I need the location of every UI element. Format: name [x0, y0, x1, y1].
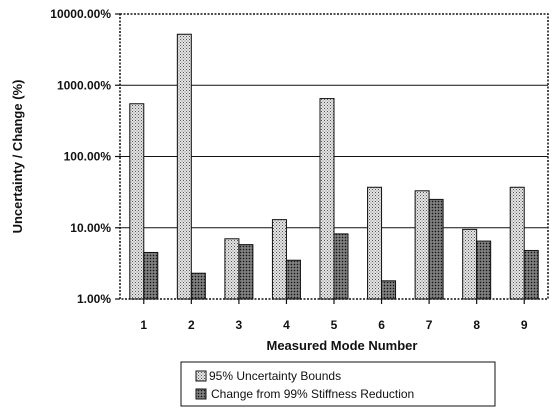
x-tick-label: 6: [378, 318, 385, 332]
bar: [271, 219, 287, 300]
legend-label-uncertainty: 95% Uncertainty Bounds: [209, 369, 341, 383]
bar: [367, 186, 383, 300]
bar: [224, 238, 240, 300]
y-tick-label: 10000.00%: [50, 7, 111, 21]
bar: [319, 98, 335, 300]
x-tick-label: 4: [283, 318, 290, 332]
x-tick-label: 1: [140, 318, 147, 332]
legend-frame: [180, 361, 496, 407]
bar: [509, 186, 525, 300]
x-tick-label: 9: [521, 318, 528, 332]
x-tick-label: 2: [188, 318, 195, 332]
legend-label-change: Change from 99% Stiffness Reduction: [211, 387, 414, 401]
bar: [129, 103, 145, 300]
bar: [462, 228, 478, 300]
bar: [143, 251, 159, 300]
bar: [381, 280, 397, 300]
bar: [333, 233, 349, 300]
x-tick-label: 8: [473, 318, 480, 332]
x-tick-label: 5: [331, 318, 338, 332]
y-tick-label: 1.00%: [77, 292, 111, 306]
y-tick-label: 1000.00%: [57, 78, 111, 92]
bar: [414, 190, 430, 300]
bar: [176, 33, 192, 300]
bar: [190, 272, 206, 300]
axes: 1.00% 10.00% 100.00% 1000.00% 10000.00% 1 2 3 4 5…: [50, 7, 528, 332]
x-axis-title: Measured Mode Number: [267, 338, 418, 353]
bar: [428, 198, 444, 300]
x-tick-label: 3: [236, 318, 243, 332]
bars: [129, 33, 539, 300]
legend-swatch-change: [195, 388, 207, 400]
legend: 95% Uncertainty Bounds Change from 99% S…: [180, 361, 496, 407]
legend-swatch-uncertainty: [195, 370, 207, 382]
y-tick-label: 100.00%: [64, 150, 112, 164]
bar: [476, 240, 492, 300]
x-tick-label: 7: [426, 318, 433, 332]
y-axis-title: Uncertainty / Change (%): [10, 80, 25, 234]
bar: [238, 244, 254, 300]
bar: [523, 249, 539, 300]
plot-frame: [119, 13, 549, 300]
y-tick-label: 10.00%: [70, 221, 111, 235]
bar: [285, 259, 301, 300]
